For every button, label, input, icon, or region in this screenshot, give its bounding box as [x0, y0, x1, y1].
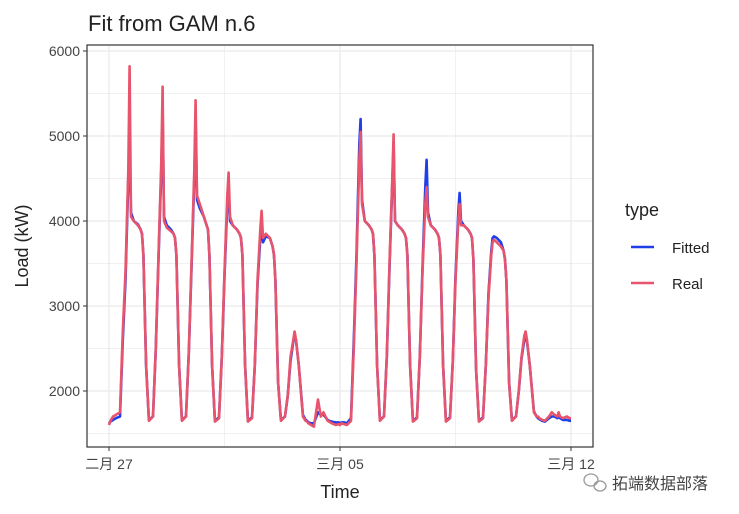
legend-label-fitted: Fitted — [672, 240, 710, 257]
series-line-real — [107, 65, 571, 429]
chart-title: Fit from GAM n.6 — [88, 11, 255, 36]
y-ticks: 2000 3000 4000 5000 6000 — [49, 43, 87, 399]
x-ticks: 二月 27 三月 05 三月 12 — [85, 447, 595, 472]
x-tick-label: 二月 27 — [85, 456, 133, 472]
y-tick-label: 6000 — [49, 43, 80, 59]
watermark-text: 拓端数据部落 — [612, 475, 708, 493]
y-tick-label: 5000 — [49, 128, 80, 144]
series-lines — [107, 65, 571, 429]
legend: type Fitted Real — [625, 200, 710, 293]
y-tick-label: 3000 — [49, 298, 80, 314]
wechat-icon — [583, 473, 607, 492]
y-axis-label: Load (kW) — [12, 204, 32, 287]
x-axis-label: Time — [320, 482, 359, 502]
watermark: 拓端数据部落 — [583, 473, 708, 493]
legend-label-real: Real — [672, 276, 703, 293]
x-tick-label: 三月 12 — [547, 456, 595, 472]
y-tick-label: 2000 — [49, 383, 80, 399]
y-tick-label: 4000 — [49, 213, 80, 229]
x-tick-label: 三月 05 — [316, 456, 364, 472]
legend-title: type — [625, 200, 659, 220]
